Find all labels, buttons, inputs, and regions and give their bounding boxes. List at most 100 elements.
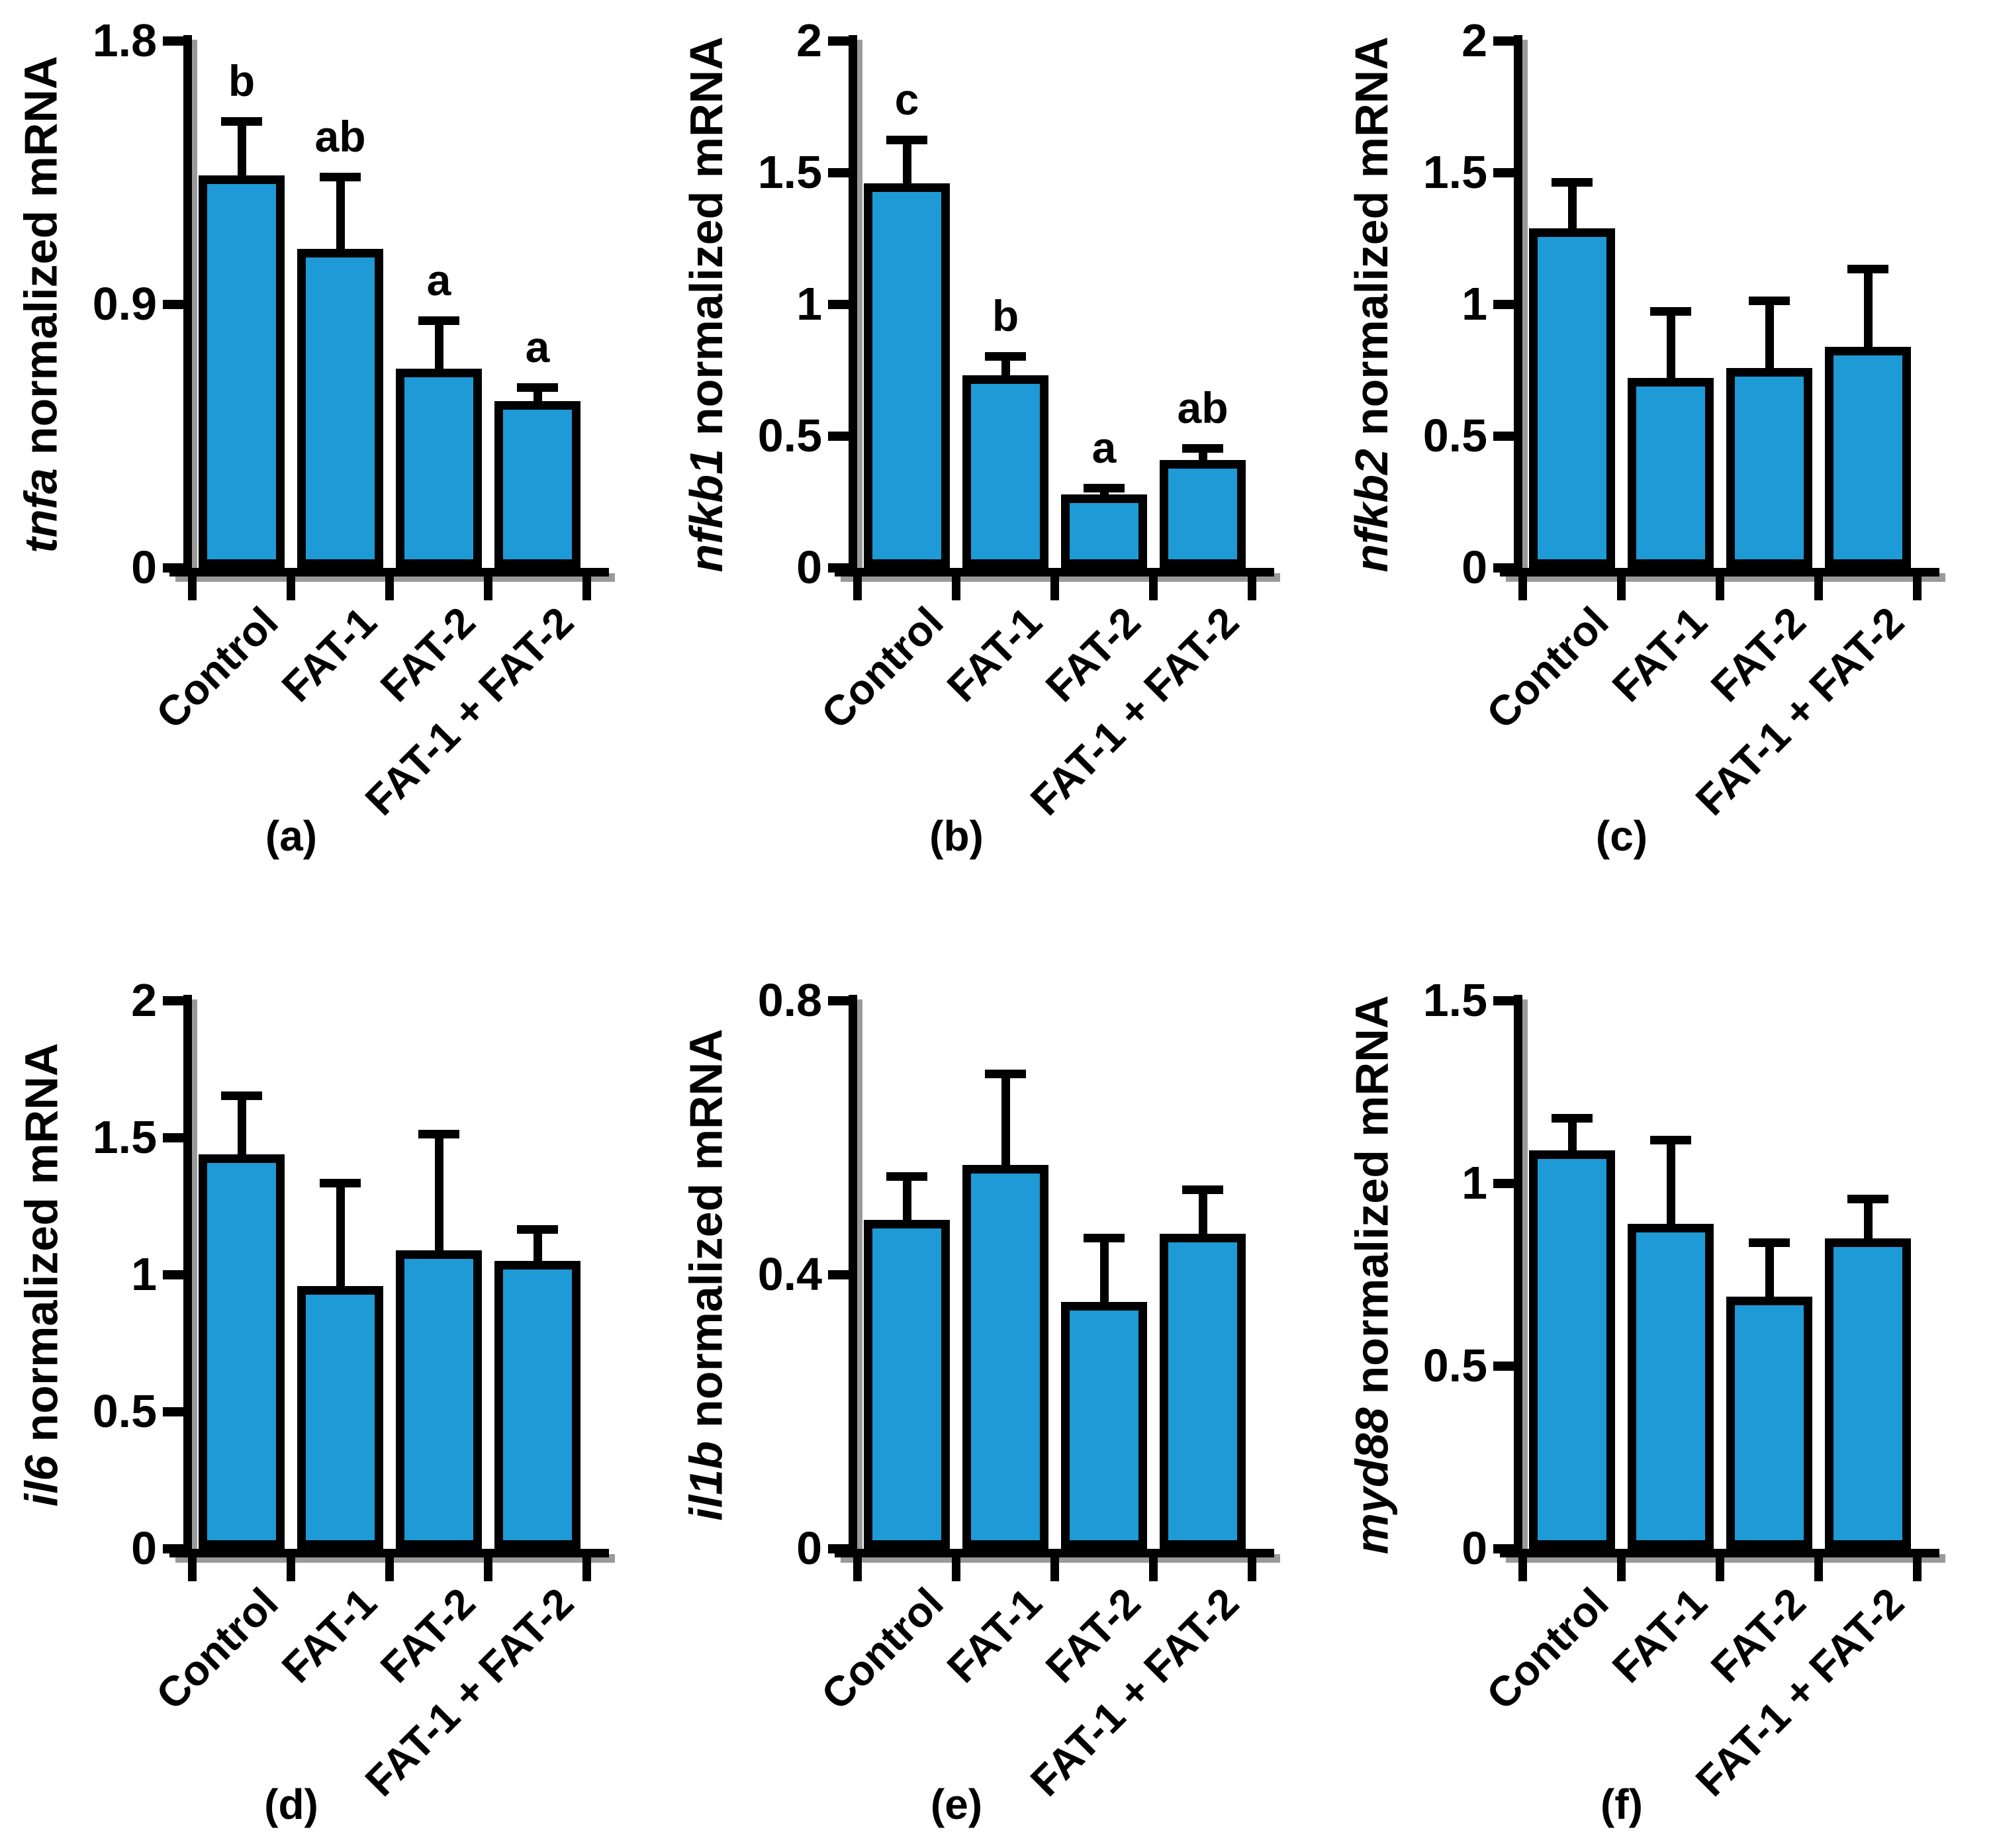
y-axis-line <box>1514 35 1522 577</box>
x-axis-tick <box>853 577 862 600</box>
x-axis-tick <box>1050 577 1059 600</box>
x-axis-tick <box>952 1557 960 1581</box>
y-axis-tick-label: 1 <box>1461 1157 1487 1209</box>
bar <box>297 1285 383 1549</box>
y-axis-line <box>183 35 192 577</box>
bar <box>1726 367 1812 568</box>
x-category-label: FAT-1 <box>272 1579 386 1692</box>
y-axis-tick-label: 0.9 <box>92 278 157 330</box>
error-bar-cap <box>517 1225 558 1234</box>
y-axis-tick <box>1493 300 1514 309</box>
error-bar-cap <box>1182 1185 1223 1195</box>
error-bar-stem <box>1198 1185 1207 1235</box>
x-axis-line <box>169 1549 609 1557</box>
bar <box>1061 494 1147 568</box>
error-bar-stem <box>1765 1238 1774 1299</box>
error-bar-cap <box>320 173 361 181</box>
error-bar-stem <box>1567 1114 1577 1152</box>
bar <box>396 1250 482 1549</box>
x-axis-line <box>169 568 609 577</box>
error-bar-stem <box>237 1091 246 1156</box>
x-axis-tick <box>1248 1557 1256 1581</box>
y-axis-tick <box>1493 1179 1514 1188</box>
x-category-label: FAT-1 <box>1602 598 1716 711</box>
panel-e: il1bnormalized mRNA 0 0.4 0.8 Control FAT-1 F… <box>665 927 1330 1848</box>
x-axis-tick <box>1913 1557 1922 1581</box>
x-axis-tick <box>582 577 591 600</box>
panel-letter: (d) <box>264 1780 318 1828</box>
panel-letter: (c) <box>1595 812 1648 860</box>
error-bar-cap <box>320 1179 361 1188</box>
bar <box>1061 1302 1147 1549</box>
x-axis-tick <box>484 577 492 600</box>
panel-letter: (b) <box>929 812 984 860</box>
plot-area: 0 0.5 1 1.5 2 Control FAT-1 FAT-2 FAT-1 + FAT-2 <box>1423 15 1939 824</box>
error-bar-cap <box>1084 1233 1125 1242</box>
error-bar-stem <box>1666 307 1675 380</box>
y-axis-tick <box>828 563 849 573</box>
error-bar-cap <box>1749 297 1790 306</box>
gene-name: il6 <box>15 1455 68 1507</box>
y-axis-tick-label: 0 <box>796 541 822 593</box>
bar <box>1825 346 1911 568</box>
y-axis-tick <box>1493 1544 1514 1553</box>
bar <box>1825 1238 1911 1549</box>
y-axis-tick <box>1493 563 1514 573</box>
y-axis-tick-label: 2 <box>131 974 157 1026</box>
error-bar-cap <box>1182 443 1223 453</box>
x-axis-line <box>835 568 1274 577</box>
x-category-label: Control <box>812 598 952 738</box>
significance-letter: c <box>894 75 919 124</box>
error-bar-cap <box>418 1129 459 1138</box>
x-axis-line <box>1500 568 1939 577</box>
panel-b: nfkb1normalized mRNA 0 0.5 1 1.5 2 c Control b F… <box>665 0 1330 921</box>
y-axis-tick-label: 0 <box>796 1522 822 1574</box>
x-axis-tick <box>1913 577 1922 600</box>
significance-letter: ab <box>1177 383 1229 432</box>
y-axis-tick-label: 1.5 <box>92 1111 157 1163</box>
error-bar-stem <box>902 1172 911 1222</box>
y-axis-tick-label: 0 <box>131 541 157 593</box>
x-category-label: Control <box>1477 1579 1618 1719</box>
bar <box>1529 1150 1615 1549</box>
error-bar-stem <box>533 1225 542 1263</box>
y-axis-line <box>849 35 857 577</box>
error-bar-stem <box>434 1129 443 1252</box>
y-axis-title-text: normalized mRNA <box>1346 36 1398 436</box>
significance-letter: a <box>426 255 451 304</box>
x-category-label: FAT-1 <box>272 598 386 711</box>
plot-area: 0 0.5 1 1.5 2 c Control b FAT-1 a FAT-2 ab FAT-1 + F… <box>758 15 1274 824</box>
bar <box>199 175 285 568</box>
y-axis-tick-label: 0 <box>131 1522 157 1574</box>
error-bar-cap <box>517 383 558 393</box>
x-axis-tick <box>484 1557 492 1581</box>
x-axis-tick <box>188 1557 197 1581</box>
bar <box>494 400 580 568</box>
y-axis-tick <box>1493 168 1514 177</box>
y-axis-tick-label: 1.5 <box>757 146 822 198</box>
y-axis-tick <box>163 1407 183 1416</box>
x-axis-tick <box>287 1557 295 1581</box>
y-axis-tick-label: 1.8 <box>92 15 157 66</box>
bar <box>962 375 1048 568</box>
y-axis-tick-label: 1 <box>796 278 822 330</box>
y-axis-tick-label: 0 <box>1461 1522 1487 1574</box>
error-bar-cap <box>1650 306 1691 316</box>
x-axis-tick <box>952 577 960 600</box>
error-bar-cap <box>1084 483 1125 492</box>
y-axis-line <box>183 995 192 1557</box>
x-category-label: Control <box>146 598 287 738</box>
x-axis-tick <box>188 577 197 600</box>
y-axis-tick-label: 2 <box>1461 15 1487 66</box>
x-axis-tick <box>1814 577 1823 600</box>
y-axis-tick <box>163 1544 183 1553</box>
error-bar-cap <box>221 116 262 126</box>
bar <box>1160 459 1246 568</box>
y-axis-tick-label: 1.5 <box>1422 974 1487 1026</box>
x-category-label: Control <box>812 1579 952 1719</box>
y-axis-tick-label: 0.5 <box>757 410 822 461</box>
x-category-label: FAT-1 <box>937 598 1051 711</box>
error-bar-cap <box>886 1172 927 1181</box>
y-axis-line <box>849 995 857 1557</box>
error-bar-cap <box>1847 1194 1888 1203</box>
